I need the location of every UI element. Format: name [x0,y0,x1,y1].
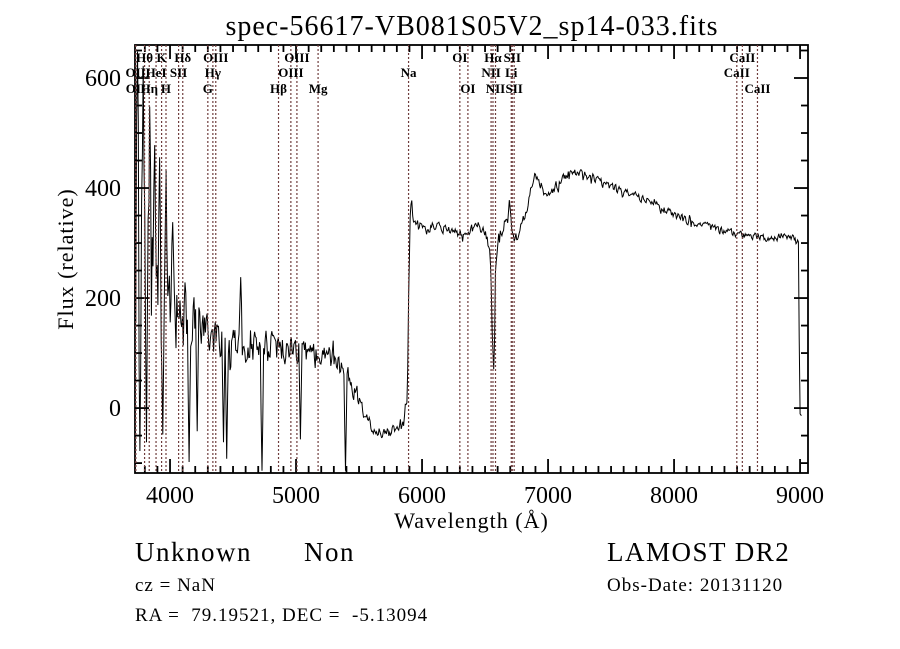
spectral-line-label-oi: OI [460,81,475,96]
spectral-line-label-li: Li [505,65,518,80]
spectral-line-label-hδ: Hδ [174,50,191,65]
survey-release-label: LAMOST DR2 [607,537,791,567]
spectral-line-label-hη: Hη [140,81,158,96]
spectral-line-label-caii: CaII [744,81,770,96]
subclass-label: Non [304,537,355,567]
spectral-line-label-oiii: OIII [203,50,228,65]
cz-label: cz = NaN [135,575,216,596]
x-tick-label: 9000 [776,483,824,509]
plot-box [134,44,809,474]
spectral-line-label-hβ: Hβ [270,81,287,96]
spectral-line-label-sii: SII [505,81,522,96]
spectral-line-label-oii: OII [126,81,146,96]
spectral-line-label-oi: OI [452,50,467,65]
spectral-line-label-hα: Hα [484,50,502,65]
spectral-line-label-hei: HeI [146,65,167,80]
spectral-line-label-nii: NII [481,65,501,80]
spectrum-trace [134,51,802,471]
x-tick-label: 6000 [398,483,446,509]
spectral-line-label-k: K [157,50,168,65]
x-tick-label: 5000 [272,483,320,509]
spectral-line-label-na: Na [401,65,417,80]
spectral-line-label-hθ: Hθ [136,50,153,65]
spectral-line-label-g: G [203,81,213,96]
x-tick-label: 7000 [524,483,572,509]
spectral-line-label-oiii: OIII [278,65,303,80]
x-axis-label: Wavelength (Å) [394,508,549,533]
y-tick-label: 0 [109,396,121,422]
spectral-line-label-mg: Mg [309,81,328,96]
spectral-line-label-caii: CaII [724,65,750,80]
spectral-line-label-sii: SII [170,65,187,80]
obs-date-label: Obs-Date: 20131120 [607,575,784,596]
ra-dec-label: RA = 79.19521, DEC = -5.13094 [135,605,429,626]
axes: 4000 5000 6000 7000 8000 9000 0 200 400 600 [85,44,824,509]
plot-title: spec-56617-VB081S05V2_sp14-033.fits [225,11,719,42]
spectral-line-markers [135,45,759,473]
spectral-line-label-caii: CaII [729,50,755,65]
spectral-line-label-hγ: Hγ [205,65,221,80]
y-tick-label: 200 [85,286,121,312]
x-tick-label: 4000 [146,483,194,509]
x-tick-label: 8000 [650,483,698,509]
spectral-line-label-h: H [161,81,171,96]
y-tick-label: 600 [85,66,121,92]
y-axis-label: Flux (relative) [53,188,78,330]
y-tick-label: 400 [85,176,121,202]
spectral-line-label-oiii: OIII [284,50,309,65]
spectral-line-label-nii: NII [486,81,506,96]
spectral-line-label-oii: OII [126,65,146,80]
class-label: Unknown [135,537,252,567]
spectral-line-label-sii: SII [504,50,521,65]
